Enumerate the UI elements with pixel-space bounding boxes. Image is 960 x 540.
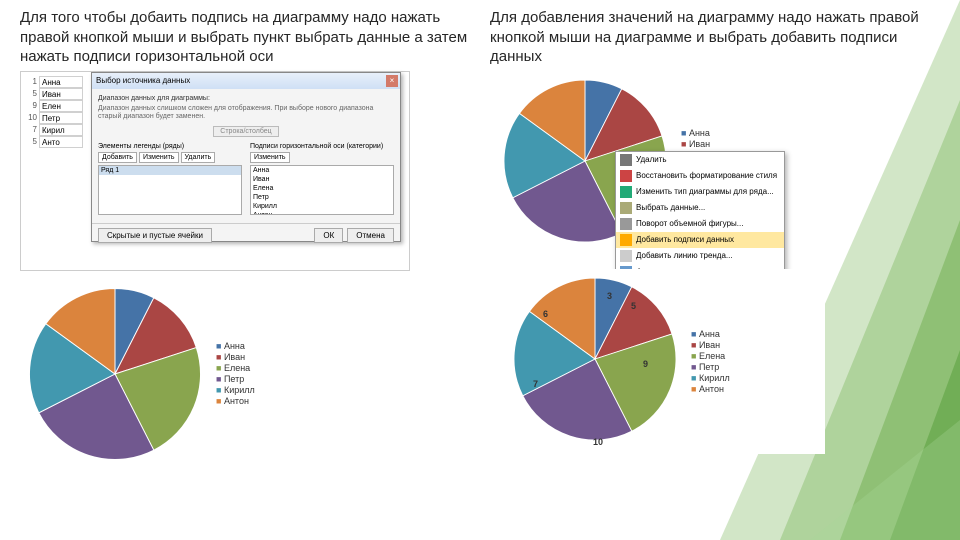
legend-item[interactable]: ■ Елена — [216, 363, 255, 373]
hidden-cells-button[interactable]: Скрытые и пустые ячейки — [98, 228, 212, 243]
legend-label: ■ Иван — [681, 139, 710, 149]
series-list[interactable]: Ряд 1 — [98, 165, 242, 215]
context-menu-item[interactable]: Восстановить форматирование стиля — [616, 168, 784, 184]
context-menu-item[interactable]: Добавить подписи данных — [616, 232, 784, 248]
legend-label: ■ Антон — [691, 384, 724, 394]
chart-data-label: 6 — [543, 309, 548, 319]
legend-item[interactable]: ■ Елена — [691, 351, 730, 361]
menu-label: Изменить тип диаграммы для ряда... — [636, 186, 774, 198]
axis-labels-list[interactable]: АннаИванЕленаПетрКириллАнтон — [250, 165, 394, 215]
legend-item[interactable]: ■ Антон — [216, 396, 255, 406]
menu-icon — [620, 186, 632, 198]
legend-item[interactable]: ■ Кирилл — [691, 373, 730, 383]
menu-label: Удалить — [636, 154, 667, 166]
context-menu-item[interactable]: Выбрать данные... — [616, 200, 784, 216]
name-cell[interactable]: Иван — [39, 88, 83, 100]
menu-label: Выбрать данные... — [636, 202, 705, 214]
name-cell[interactable]: Кирил — [39, 124, 83, 136]
dialog-range-label: Диапазон данных для диаграммы: — [98, 95, 394, 103]
legend-label: ■ Иван — [216, 352, 245, 362]
legend-label: ■ Кирилл — [216, 385, 255, 395]
legend-item[interactable]: ■ Кирилл — [216, 385, 255, 395]
legend-label: ■ Анна — [681, 128, 710, 138]
edit-axis-button[interactable]: Изменить — [250, 152, 290, 163]
chart-data-label: 10 — [593, 437, 603, 447]
legend-item[interactable]: ■ Петр — [216, 374, 255, 384]
add-series-button[interactable]: Добавить — [98, 152, 137, 163]
axis-label-item[interactable]: Антон — [251, 211, 393, 215]
switch-row-col-button[interactable]: Строка/столбец — [213, 126, 278, 137]
axis-label-item[interactable]: Кирилл — [251, 202, 393, 211]
row-number: 7 — [25, 124, 39, 136]
legend-label: ■ Кирилл — [691, 373, 730, 383]
axis-label-item[interactable]: Елена — [251, 184, 393, 193]
name-cell[interactable]: Петр — [39, 112, 83, 124]
legend-item[interactable]: ■ Иван — [691, 340, 730, 350]
legend-item[interactable]: ■ Анна — [681, 128, 720, 138]
menu-icon — [620, 154, 632, 166]
legend-entries-header: Элементы легенды (ряды) — [98, 143, 242, 150]
delete-series-button[interactable]: Удалить — [181, 152, 216, 163]
cancel-button[interactable]: Отмена — [347, 228, 394, 243]
row-number: 5 — [25, 136, 39, 148]
menu-label: Поворот объемной фигуры... — [636, 218, 743, 230]
edit-series-button[interactable]: Изменить — [139, 152, 179, 163]
pie-chart-right-bottom-panel: 3 5 9 10 7 6 ■ Анна■ Иван■ Елена■ Петр■ Кирил… — [505, 269, 825, 454]
legend-item[interactable]: ■ Анна — [216, 341, 255, 351]
legend-item[interactable]: ■ Иван — [216, 352, 255, 362]
header-text-right: Для добавления значений на диаграмму над… — [490, 8, 940, 67]
row-number: 5 — [25, 88, 39, 100]
menu-icon — [620, 218, 632, 230]
legend-item[interactable]: ■ Петр — [691, 362, 730, 372]
select-data-dialog: Выбор источника данных × Диапазон данных… — [91, 72, 401, 242]
menu-label: Добавить линию тренда... — [636, 250, 733, 262]
menu-label: Восстановить форматирование стиля — [636, 170, 777, 182]
chart-data-label: 7 — [533, 379, 538, 389]
dialog-titlebar: Выбор источника данных × — [92, 73, 400, 89]
row-number: 9 — [25, 100, 39, 112]
close-icon[interactable]: × — [386, 75, 398, 87]
menu-icon — [620, 202, 632, 214]
context-menu-item[interactable]: Добавить линию тренда... — [616, 248, 784, 264]
legend-label: ■ Анна — [216, 341, 245, 351]
dialog-range-desc: Диапазон данных слишком сложен для отобр… — [98, 105, 394, 122]
axis-label-item[interactable]: Анна — [251, 166, 393, 175]
menu-icon — [620, 250, 632, 262]
axis-label-item[interactable]: Иван — [251, 175, 393, 184]
legend-item[interactable]: ■ Антон — [691, 384, 730, 394]
row-number: 1 — [25, 76, 39, 88]
ok-button[interactable]: ОК — [314, 228, 343, 243]
chart-data-label: 3 — [607, 291, 612, 301]
menu-label: Добавить подписи данных — [636, 234, 734, 246]
series-item[interactable]: Ряд 1 — [99, 166, 241, 175]
pie-chart-right-top-panel: ■ Анна■ Иван■ Елена■ Петр■ Кирилл■ Антон… — [495, 71, 835, 251]
legend-label: ■ Антон — [216, 396, 249, 406]
name-cell[interactable]: Анна — [39, 76, 83, 88]
pie-chart-left-bottom: ■ Анна■ Иван■ Елена■ Петр■ Кирилл■ Антон — [20, 279, 465, 469]
legend-label: ■ Елена — [216, 363, 250, 373]
legend-label: ■ Петр — [691, 362, 719, 372]
dialog-title: Выбор источника данных — [96, 76, 190, 85]
excel-screenshot-left: 1Анна5Иван9Елен10Петр7Кирил5Анто Выбор и… — [20, 71, 410, 271]
legend-item[interactable]: ■ Иван — [681, 139, 720, 149]
header-text-left: Для того чтобы добаить подпись на диагра… — [20, 8, 470, 67]
menu-icon — [620, 170, 632, 182]
legend-label: ■ Елена — [691, 351, 725, 361]
axis-labels-header: Подписи горизонтальной оси (категории) — [250, 143, 394, 150]
context-menu-item[interactable]: Изменить тип диаграммы для ряда... — [616, 184, 784, 200]
name-cell[interactable]: Елен — [39, 100, 83, 112]
context-menu: Удалить Восстановить форматирование стиля… — [615, 151, 785, 281]
context-menu-item[interactable]: Поворот объемной фигуры... — [616, 216, 784, 232]
legend-label: ■ Петр — [216, 374, 244, 384]
axis-label-item[interactable]: Петр — [251, 193, 393, 202]
legend-item[interactable]: ■ Анна — [691, 329, 730, 339]
row-number: 10 — [25, 112, 39, 124]
context-menu-item[interactable]: Удалить — [616, 152, 784, 168]
legend-label: ■ Анна — [691, 329, 720, 339]
legend-label: ■ Иван — [691, 340, 720, 350]
menu-icon — [620, 234, 632, 246]
chart-data-label: 9 — [643, 359, 648, 369]
chart-data-label: 5 — [631, 301, 636, 311]
name-cell[interactable]: Анто — [39, 136, 83, 148]
